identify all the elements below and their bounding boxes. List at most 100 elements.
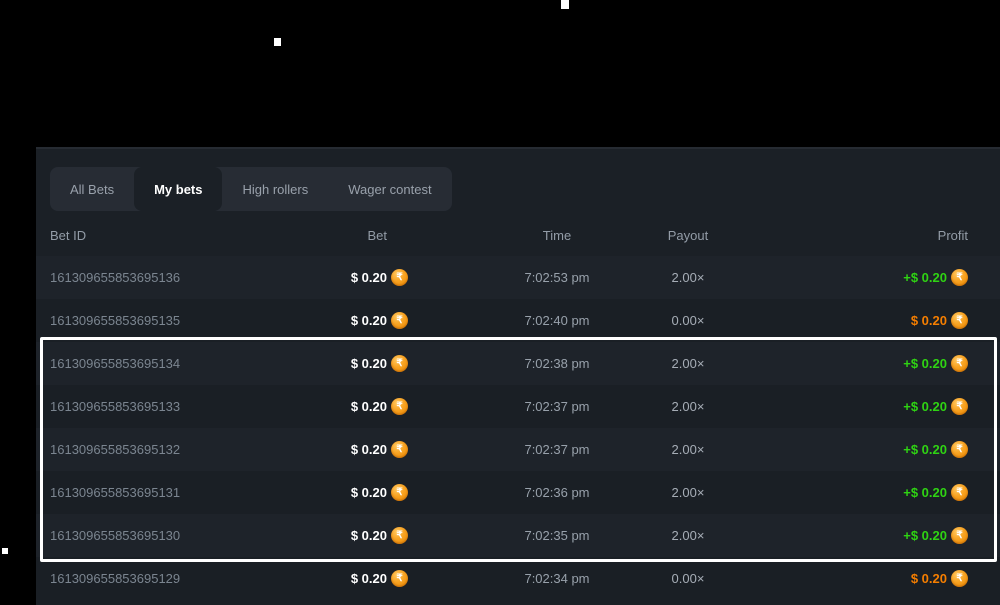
rupee-coin-icon: ₹ [391, 269, 408, 286]
rupee-coin-icon: ₹ [951, 570, 968, 587]
rupee-coin-icon: ₹ [391, 355, 408, 372]
profit-amount: +$ 0.20 [903, 399, 947, 414]
time-cell: 7:02:35 pm [524, 528, 590, 543]
payout-cell: 2.00× [671, 528, 705, 543]
rupee-coin-icon: ₹ [951, 312, 968, 329]
rupee-coin-icon: ₹ [391, 312, 408, 329]
screenshot-artifact [274, 38, 281, 46]
table-row: 161309655853695132 $ 0.20 ₹ 7:02:37 pm 2… [36, 428, 1000, 471]
payout-cell: 0.00× [671, 571, 705, 586]
payout-cell: 2.00× [671, 270, 705, 285]
profit-amount: +$ 0.20 [903, 528, 947, 543]
time-cell: 7:02:40 pm [524, 313, 590, 328]
bet-cell: $ 0.20 ₹ [351, 269, 408, 286]
bet-cell: $ 0.20 ₹ [351, 484, 408, 501]
bet-cell: $ 0.20 ₹ [351, 527, 408, 544]
rupee-coin-icon: ₹ [951, 398, 968, 415]
rupee-coin-icon: ₹ [951, 269, 968, 286]
rupee-coin-icon: ₹ [391, 398, 408, 415]
profit-amount: $ 0.20 [910, 313, 947, 328]
rupee-coin-icon: ₹ [951, 484, 968, 501]
bet-cell: $ 0.20 ₹ [351, 441, 408, 458]
rupee-coin-icon: ₹ [951, 355, 968, 372]
bet-id-cell: 161309655853695136 [50, 270, 181, 285]
screenshot-artifact [2, 548, 8, 554]
screenshot-artifact [561, 0, 569, 9]
header-payout: Payout [667, 227, 709, 243]
tab-my-bets[interactable]: My bets [134, 167, 223, 211]
table-header-row: Bet ID Bet Time Payout Profit [36, 221, 1000, 249]
header-bet-id: Bet ID [50, 227, 87, 243]
profit-amount: +$ 0.20 [903, 356, 947, 371]
header-profit: Profit [937, 227, 968, 243]
rupee-coin-icon: ₹ [391, 527, 408, 544]
tab-label: Wager contest [348, 181, 432, 197]
table-row: 161309655853695136 $ 0.20 ₹ 7:02:53 pm 2… [36, 256, 1000, 299]
table-row: 161309655853695135 $ 0.20 ₹ 7:02:40 pm 0… [36, 299, 1000, 342]
bet-amount: $ 0.20 [350, 485, 387, 500]
profit-amount: +$ 0.20 [903, 442, 947, 457]
table-rows: 161309655853695136 $ 0.20 ₹ 7:02:53 pm 2… [36, 256, 1000, 600]
bet-id-cell: 161309655853695129 [50, 571, 181, 586]
tab-label: All Bets [70, 181, 115, 197]
table-row: 161309655853695133 $ 0.20 ₹ 7:02:37 pm 2… [36, 385, 1000, 428]
bet-id-cell: 161309655853695132 [50, 442, 181, 457]
tab-wager-contest[interactable]: Wager contest [328, 167, 451, 211]
header-bet: Bet [367, 227, 387, 243]
tab-label: My bets [154, 181, 203, 197]
payout-cell: 2.00× [671, 485, 705, 500]
rupee-coin-icon: ₹ [391, 570, 408, 587]
profit-amount: +$ 0.20 [903, 270, 947, 285]
bet-amount: $ 0.20 [350, 270, 387, 285]
bet-amount: $ 0.20 [350, 571, 387, 586]
rupee-coin-icon: ₹ [951, 441, 968, 458]
time-cell: 7:02:37 pm [524, 442, 590, 457]
time-cell: 7:02:37 pm [524, 399, 590, 414]
bet-cell: $ 0.20 ₹ [351, 398, 408, 415]
payout-cell: 0.00× [671, 313, 705, 328]
bet-id-cell: 161309655853695134 [50, 356, 181, 371]
profit-cell: +$ 0.20 ₹ [903, 269, 968, 286]
table-row: 161309655853695129 $ 0.20 ₹ 7:02:34 pm 0… [36, 557, 1000, 600]
bet-id-cell: 161309655853695133 [50, 399, 181, 414]
tab-label: High rollers [242, 181, 309, 197]
rupee-coin-icon: ₹ [391, 484, 408, 501]
time-cell: 7:02:36 pm [524, 485, 590, 500]
payout-cell: 2.00× [671, 356, 705, 371]
bet-amount: $ 0.20 [350, 399, 387, 414]
time-cell: 7:02:53 pm [524, 270, 590, 285]
table-row: 161309655853695134 $ 0.20 ₹ 7:02:38 pm 2… [36, 342, 1000, 385]
tab-all-bets[interactable]: All Bets [50, 167, 134, 211]
tab-high-rollers[interactable]: High rollers [222, 167, 328, 211]
bet-amount: $ 0.20 [350, 356, 387, 371]
time-cell: 7:02:38 pm [524, 356, 590, 371]
bet-id-cell: 161309655853695131 [50, 485, 181, 500]
bet-amount: $ 0.20 [350, 313, 387, 328]
bet-cell: $ 0.20 ₹ [351, 312, 408, 329]
bet-cell: $ 0.20 ₹ [351, 355, 408, 372]
bet-cell: $ 0.20 ₹ [351, 570, 408, 587]
bet-amount: $ 0.20 [350, 528, 387, 543]
bets-panel: All Bets My bets High rollers Wager cont… [36, 147, 1000, 605]
table-row: 161309655853695130 $ 0.20 ₹ 7:02:35 pm 2… [36, 514, 1000, 557]
profit-amount: $ 0.20 [910, 571, 947, 586]
bet-id-cell: 161309655853695130 [50, 528, 181, 543]
payout-cell: 2.00× [671, 399, 705, 414]
bets-tabs: All Bets My bets High rollers Wager cont… [50, 167, 452, 211]
profit-cell: $ 0.20 ₹ [911, 570, 968, 587]
bet-id-cell: 161309655853695135 [50, 313, 181, 328]
profit-cell: +$ 0.20 ₹ [903, 398, 968, 415]
profit-amount: +$ 0.20 [903, 485, 947, 500]
time-cell: 7:02:34 pm [524, 571, 590, 586]
payout-cell: 2.00× [671, 442, 705, 457]
profit-cell: +$ 0.20 ₹ [903, 484, 968, 501]
profit-cell: +$ 0.20 ₹ [903, 355, 968, 372]
profit-cell: +$ 0.20 ₹ [903, 527, 968, 544]
bet-amount: $ 0.20 [350, 442, 387, 457]
profit-cell: $ 0.20 ₹ [911, 312, 968, 329]
table-row: 161309655853695131 $ 0.20 ₹ 7:02:36 pm 2… [36, 471, 1000, 514]
profit-cell: +$ 0.20 ₹ [903, 441, 968, 458]
rupee-coin-icon: ₹ [391, 441, 408, 458]
rupee-coin-icon: ₹ [951, 527, 968, 544]
